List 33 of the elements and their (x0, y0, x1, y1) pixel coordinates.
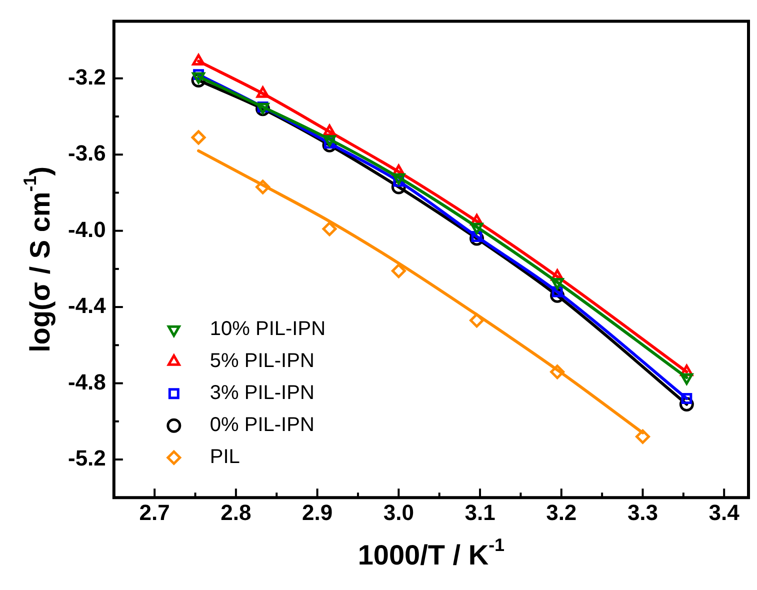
x-tick-label: 3.0 (383, 500, 414, 525)
y-tick-label: -5.2 (68, 446, 106, 471)
point (392, 173, 406, 185)
x-tick-label: 2.7 (139, 500, 170, 525)
y-tick-label: -4.0 (68, 216, 106, 242)
point (192, 72, 205, 84)
y-tick-label: -3.2 (68, 64, 106, 90)
x-tick-label: 2.9 (302, 500, 333, 525)
x-tick-label: 3.4 (708, 500, 740, 525)
point (256, 180, 270, 194)
y-tick-label: -3.6 (68, 140, 106, 166)
x-tick-label: 2.8 (220, 500, 252, 525)
x-tick-label: 3.1 (464, 500, 496, 525)
point (470, 222, 484, 234)
legend-label: 3% PIL-IPN (210, 382, 314, 404)
point (552, 286, 563, 298)
point (323, 135, 336, 147)
legend-label: PIL (210, 446, 240, 468)
x-tick-label: 3.2 (546, 500, 577, 525)
point (635, 429, 650, 444)
y-tick-label: -4.8 (68, 369, 106, 394)
x-tick-label: 3.3 (627, 500, 658, 525)
point (191, 130, 206, 145)
point (322, 222, 337, 236)
point (470, 313, 484, 328)
legend-label: 0% PIL-IPN (210, 414, 314, 436)
legend-label: 5% PIL-IPN (210, 350, 314, 372)
legend-label: 10% PIL-IPN (210, 318, 326, 340)
point (550, 364, 565, 380)
point (471, 231, 482, 242)
y-tick-label: -4.4 (68, 293, 107, 318)
y-axis-title: log(σ / S cm-1) (20, 166, 56, 352)
point (391, 264, 406, 278)
